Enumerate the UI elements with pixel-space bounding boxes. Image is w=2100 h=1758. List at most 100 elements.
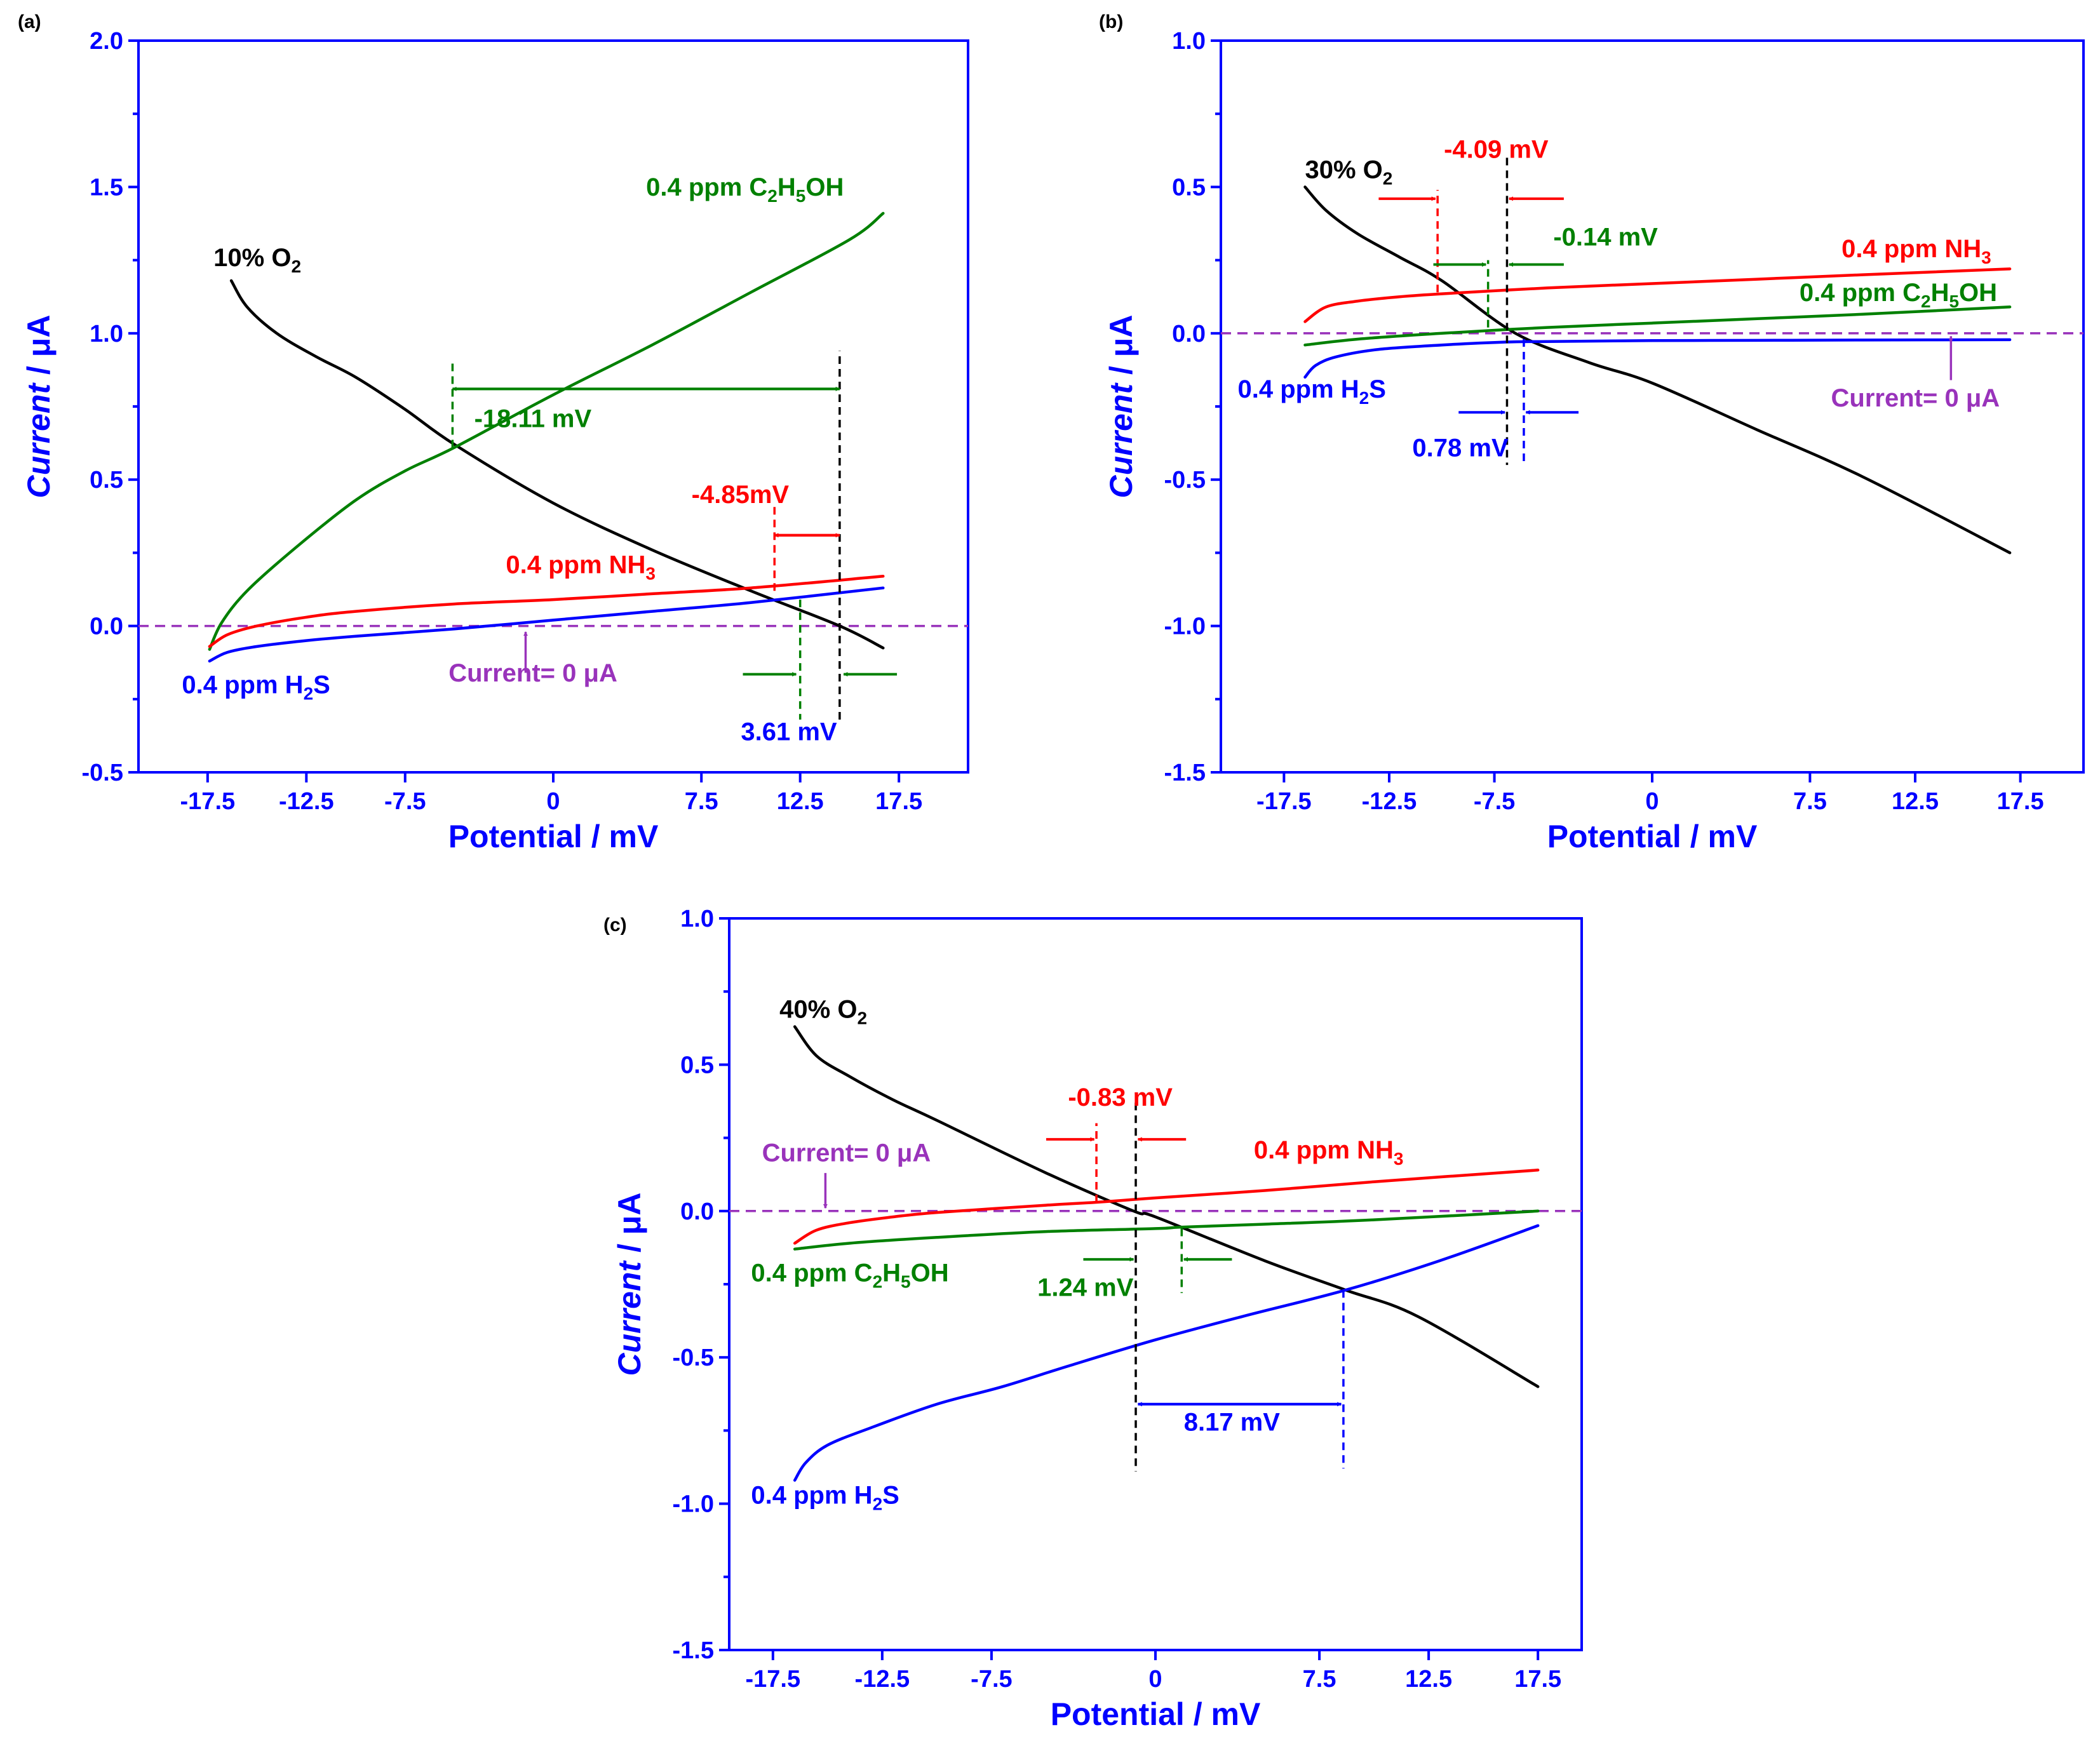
annotation-label: -0.14 mV xyxy=(1553,224,1658,252)
annotation-label: 0.4 ppm NH3 xyxy=(1254,1136,1404,1169)
label-part: -4.09 mV xyxy=(1444,135,1549,163)
panel-c: (c) -1.5 -1.0 -0.5 0.0 0.5 1.0 -17.5 -12.5 -7.5 0 7… xyxy=(603,906,1583,1732)
series-0-4-ppm-nh3 xyxy=(208,575,885,648)
x-tick-label: -7.5 xyxy=(1474,788,1515,815)
x-tick-label: -7.5 xyxy=(971,1666,1012,1693)
label-part: -0.14 mV xyxy=(1553,224,1658,252)
y-tick-label: 0.5 xyxy=(680,1052,714,1078)
label-part: 2 xyxy=(291,257,301,276)
y-axis-title-unit: / μA xyxy=(612,1193,647,1261)
x-tick-label: 7.5 xyxy=(685,788,718,815)
label-part: 2 xyxy=(857,1009,867,1028)
y-tick-label: 0.0 xyxy=(680,1198,714,1225)
label-part: 2 xyxy=(1383,169,1393,189)
x-tick-label: -12.5 xyxy=(279,788,334,815)
annotation-label: 0.4 ppm NH3 xyxy=(506,551,656,584)
y-axis-title-italic: Current xyxy=(1103,382,1139,499)
x-axis-title: Potential / mV xyxy=(1051,1696,1261,1732)
label-part: 5 xyxy=(901,1272,911,1291)
y-tick-label: -0.5 xyxy=(673,1345,714,1371)
annotation-label: 0.78 mV xyxy=(1412,434,1509,462)
y-axis-title: Current / μA xyxy=(612,1193,647,1376)
panel-b: (b) -1.5 -1.0 -0.5 0.0 0.5 1.0 -17.5 -12.5 -7.5 0 7… xyxy=(1099,11,2085,854)
x-tick-label: 0 xyxy=(1645,788,1659,815)
annotation-label: 1.24 mV xyxy=(1037,1273,1134,1301)
label-part: 8.17 mV xyxy=(1184,1408,1281,1436)
y-tick-label: -1.0 xyxy=(673,1491,714,1518)
x-tick-label: 17.5 xyxy=(875,788,922,815)
annotation-label: 30% O2 xyxy=(1305,156,1392,189)
x-axis-title: Potential / mV xyxy=(1547,819,1758,854)
annotation-label: 40% O2 xyxy=(779,996,867,1028)
series-40-o2 xyxy=(793,1025,1540,1388)
label-part: 0.4 ppm H xyxy=(751,1482,872,1510)
label-part: 2 xyxy=(1359,388,1370,408)
series-30-o2 xyxy=(1303,185,2012,554)
annotation-label: 3.61 mV xyxy=(741,718,837,746)
y-tick-label: -1.5 xyxy=(673,1637,714,1664)
label-part: 3 xyxy=(645,564,656,584)
series-0-4-ppm-h2s xyxy=(1303,338,2012,379)
y-tick-label: -0.5 xyxy=(1164,467,1206,493)
label-part: 10% O xyxy=(213,244,291,272)
label-part: 1.24 mV xyxy=(1037,1273,1134,1301)
label-part: 2 xyxy=(767,186,777,206)
annotation-label: 0.4 ppm C2H5OH xyxy=(1800,279,1997,311)
y-tick-label: 0.0 xyxy=(1172,321,1206,347)
panel-a: (a) -0.5 0.0 0.5 1.0 1.5 2.0 -17.5 -12.5 -7.5 0 7.5… xyxy=(18,11,969,854)
y-axis-title-unit: / μA xyxy=(21,315,57,384)
label-part: S xyxy=(313,671,330,699)
x-tick-label: 7.5 xyxy=(1303,1666,1336,1693)
y-tick-label: 0.5 xyxy=(90,467,123,493)
label-part: 0.4 ppm NH xyxy=(1841,235,1981,263)
y-axis-title-unit: / μA xyxy=(1103,315,1139,384)
annotation-label: -18.11 mV xyxy=(475,405,592,433)
x-tick-label: 7.5 xyxy=(1793,788,1827,815)
label-part: 40% O xyxy=(779,996,857,1024)
label-part: -18.11 mV xyxy=(475,405,592,433)
x-tick-label: 17.5 xyxy=(1514,1666,1561,1693)
annotation-label: 0.4 ppm C2H5OH xyxy=(646,173,844,206)
series-0-4-ppm-c2h5oh xyxy=(1303,305,2012,347)
x-tick-label: -17.5 xyxy=(180,788,236,815)
label-part: H xyxy=(882,1259,901,1287)
x-tick-label: -12.5 xyxy=(855,1666,910,1693)
x-tick-label: 17.5 xyxy=(1997,788,2044,815)
x-tick-label: 0 xyxy=(1148,1666,1162,1693)
label-part: OH xyxy=(1959,279,1997,307)
y-axis-title-italic: Current xyxy=(21,382,57,499)
annotation-label: 0.4 ppm H2S xyxy=(182,671,330,704)
annotation-label: -0.83 mV xyxy=(1068,1084,1173,1111)
label-part: 3 xyxy=(1394,1149,1404,1169)
annotation-label: 0.4 ppm H2S xyxy=(1237,375,1385,408)
label-part: 0.4 ppm C xyxy=(751,1259,872,1287)
annotation-label: 0.4 ppm NH3 xyxy=(1841,235,1991,267)
y-tick-label: 1.5 xyxy=(90,174,123,201)
series-0-4-ppm-h2s xyxy=(793,1224,1540,1482)
label-part: 0.4 ppm H xyxy=(1237,375,1359,403)
label-part: 3 xyxy=(1981,248,1991,267)
label-part: 0.4 ppm C xyxy=(1800,279,1921,307)
y-tick-label: 2.0 xyxy=(90,28,123,55)
y-tick-label: 0.0 xyxy=(90,614,123,640)
label-part: Current= 0 μA xyxy=(762,1139,931,1167)
x-tick-label: 12.5 xyxy=(1892,788,1939,815)
y-axis-title: Current / μA xyxy=(21,315,57,499)
series-0-4-ppm-nh3 xyxy=(1303,267,2012,323)
x-tick-label: -12.5 xyxy=(1362,788,1417,815)
y-tick-label: 0.5 xyxy=(1172,174,1206,201)
annotation-label: Current= 0 μA xyxy=(448,659,617,687)
annotation-label: Current= 0 μA xyxy=(762,1139,931,1167)
label-part: 0.4 ppm NH xyxy=(506,551,645,579)
label-part: 3.61 mV xyxy=(741,718,837,746)
y-tick-label: -0.5 xyxy=(82,760,123,786)
y-axis-title: Current / μA xyxy=(1103,315,1139,499)
label-part: -4.85mV xyxy=(692,481,790,509)
annotation-label: -4.85mV xyxy=(692,481,790,509)
y-axis-title-italic: Current xyxy=(612,1260,647,1376)
x-tick-label: -7.5 xyxy=(384,788,426,815)
label-part: 0.4 ppm H xyxy=(182,671,303,699)
label-part: S xyxy=(1369,375,1386,403)
annotation-label: 10% O2 xyxy=(213,244,301,276)
